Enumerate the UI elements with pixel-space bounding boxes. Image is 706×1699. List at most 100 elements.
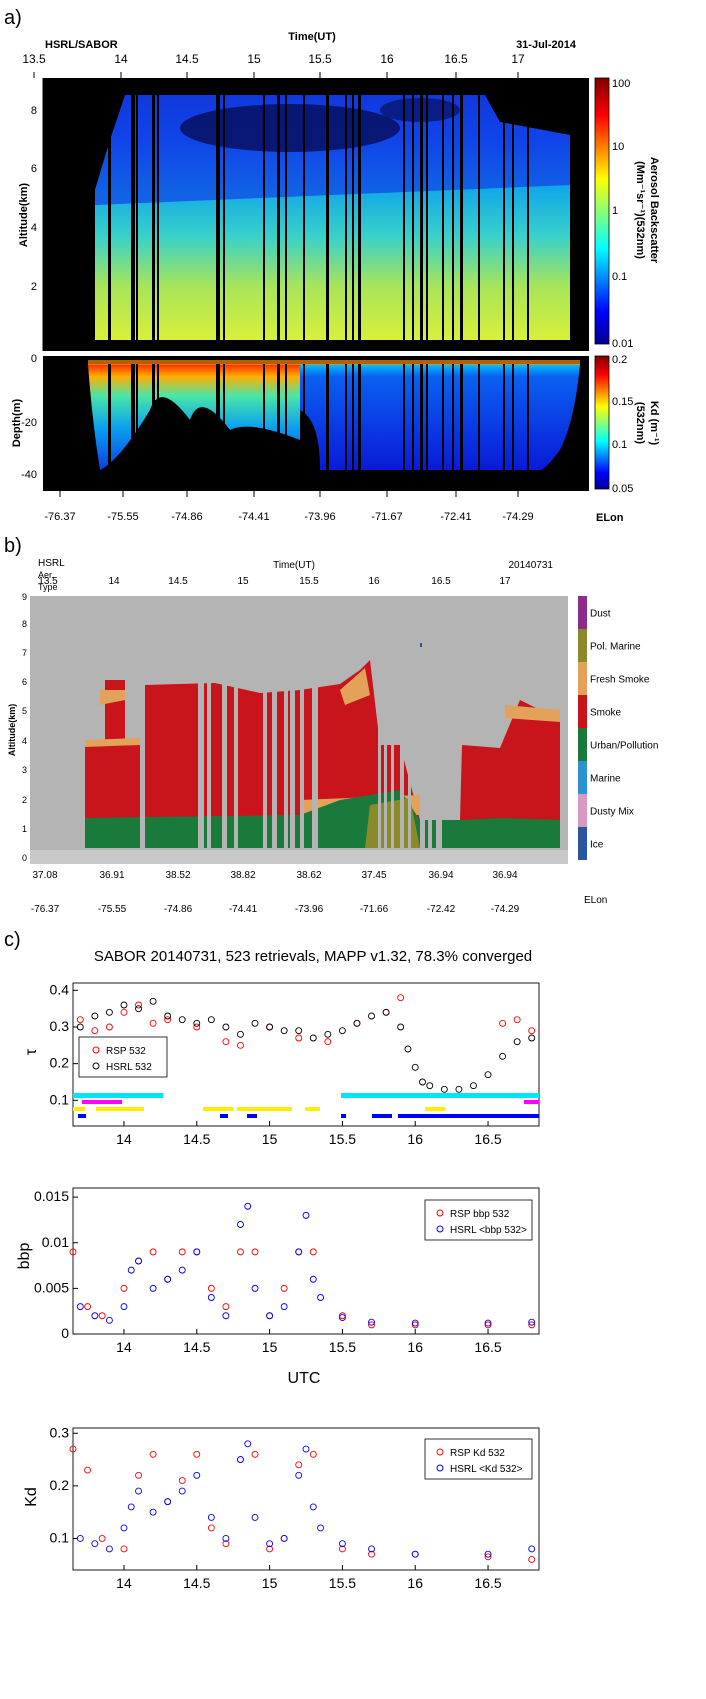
panel-b-lon-tick: -74.86 [164, 904, 193, 915]
data-point [528, 1556, 536, 1563]
data-point [222, 1534, 230, 1542]
data-point [98, 1312, 106, 1320]
x-tick-label: 16 [407, 1575, 423, 1591]
panel-b-time-tick: 13.5 [38, 576, 58, 587]
panel-b-time-tick: 14 [108, 576, 120, 587]
depth-data-gap [358, 364, 361, 470]
data-point [411, 1550, 419, 1558]
data-gap [412, 95, 414, 340]
data-point [149, 1284, 157, 1292]
data-point [317, 1524, 325, 1532]
aerosol-data-gap [207, 655, 211, 850]
data-point [251, 1284, 259, 1292]
data-point [149, 1019, 157, 1027]
bbp-legend-hsrl: HSRL <bbp 532> [450, 1225, 527, 1236]
data-point [69, 1248, 77, 1256]
data-point [178, 1248, 186, 1256]
data-point [309, 1450, 317, 1458]
y-tick-label: 0.01 [42, 1234, 69, 1250]
depth-data-gap [108, 364, 111, 470]
x-tick-label: 16.5 [474, 1339, 501, 1355]
data-point [528, 1545, 536, 1553]
data-point [178, 1266, 186, 1274]
depth-data-gap [512, 364, 514, 470]
data-point [207, 1513, 215, 1521]
data-point [309, 1248, 317, 1256]
panel-a-time-tick: 15.5 [308, 52, 332, 66]
data-point [317, 1294, 325, 1301]
data-point [338, 1540, 346, 1548]
tau-legend-rsp-marker [92, 1046, 100, 1054]
y-tick-label: 0.015 [34, 1188, 69, 1204]
depth-data-gap [136, 364, 138, 470]
aerosol-data-gap [222, 655, 227, 850]
data-point [338, 1314, 346, 1322]
panel-b-lon-label: ELon [584, 895, 607, 906]
x-tick-label: 15.5 [329, 1131, 356, 1147]
series-hsrl-532 [76, 997, 536, 1093]
aerosol-data-gap [290, 655, 295, 850]
aerosol-data-gap [408, 655, 411, 850]
status-bar-yellow-2 [96, 1107, 144, 1111]
data-gap [216, 95, 220, 340]
kd-colorbar-tick: 0.2 [612, 354, 627, 366]
data-point [368, 1550, 375, 1558]
backscatter-colorbar-label: Aerosol Backscatter [648, 157, 660, 264]
data-point [76, 1023, 84, 1031]
aerosol-type-swatch [578, 662, 587, 695]
panel-b-lat-tick: 38.82 [230, 870, 255, 881]
altitude-axis-label: Altitude(km) [18, 183, 30, 248]
data-gap [352, 95, 354, 340]
data-gap [452, 95, 454, 340]
depth-tick: 0 [31, 353, 37, 365]
data-gap [478, 95, 480, 340]
panel-b-lat-tick: 36.94 [492, 870, 517, 881]
depth-data-gap [442, 364, 444, 470]
x-tick-label: 14.5 [183, 1131, 210, 1147]
data-point [105, 1316, 113, 1324]
data-point [528, 1318, 536, 1326]
depth-data-gap [285, 364, 287, 470]
data-point [528, 1027, 536, 1035]
altitude-tick: 2 [31, 281, 37, 293]
panel-b-letter: b) [4, 535, 22, 557]
data-point [251, 1450, 259, 1458]
kd-legend-box [424, 1438, 533, 1480]
kd-legend: RSP Kd 532 HSRL <Kd 532> [424, 1438, 533, 1480]
aerosol-type-label: Dust [590, 609, 611, 620]
data-point [237, 1030, 244, 1038]
panel-b-altitude-label: Altitude(km) [7, 704, 17, 757]
aerosol-data-gap [300, 655, 304, 850]
data-point [178, 1487, 186, 1495]
data-gap [426, 95, 428, 340]
panel-a-lon-tick: -74.41 [238, 511, 269, 523]
panel-b-lat-tick: 36.94 [428, 870, 453, 881]
panel-b-lat-tick: 37.45 [361, 870, 386, 881]
panel-b-altitude-tick: 7 [22, 648, 27, 658]
aerosol-data-gap [284, 655, 288, 850]
data-gap [503, 95, 505, 340]
panel-a-date: 31-Jul-2014 [516, 39, 577, 51]
panel-c-letter: c) [4, 929, 21, 951]
data-point [127, 1503, 135, 1511]
panel-b-lon-tick: -71.66 [360, 904, 389, 915]
bbp-axis-label: bbp [16, 1243, 33, 1270]
kd-axis-label: Kd [23, 1487, 40, 1507]
aerosol-data-gap [198, 655, 204, 850]
data-gap-bars [108, 95, 529, 340]
data-point [84, 1303, 92, 1311]
data-point [178, 1477, 186, 1485]
data-point [499, 1019, 507, 1027]
status-bar-blue-5 [372, 1114, 392, 1118]
depth-data-gap [412, 364, 414, 470]
aerosol-data-gap [420, 655, 425, 850]
depth-data-gap [420, 364, 423, 470]
data-point [84, 1466, 92, 1474]
panel-b-lat-tick: 38.52 [165, 870, 190, 881]
backscatter-colorbar-tick: 100 [612, 78, 630, 90]
data-point [120, 1303, 128, 1311]
depth-data-gap [352, 364, 354, 470]
panel-b-latitude-ticks: 37.08 36.91 38.52 38.82 38.62 37.45 36.94 36.94 [32, 870, 517, 881]
altitude-tick: 4 [31, 222, 37, 234]
data-point [484, 1319, 492, 1327]
